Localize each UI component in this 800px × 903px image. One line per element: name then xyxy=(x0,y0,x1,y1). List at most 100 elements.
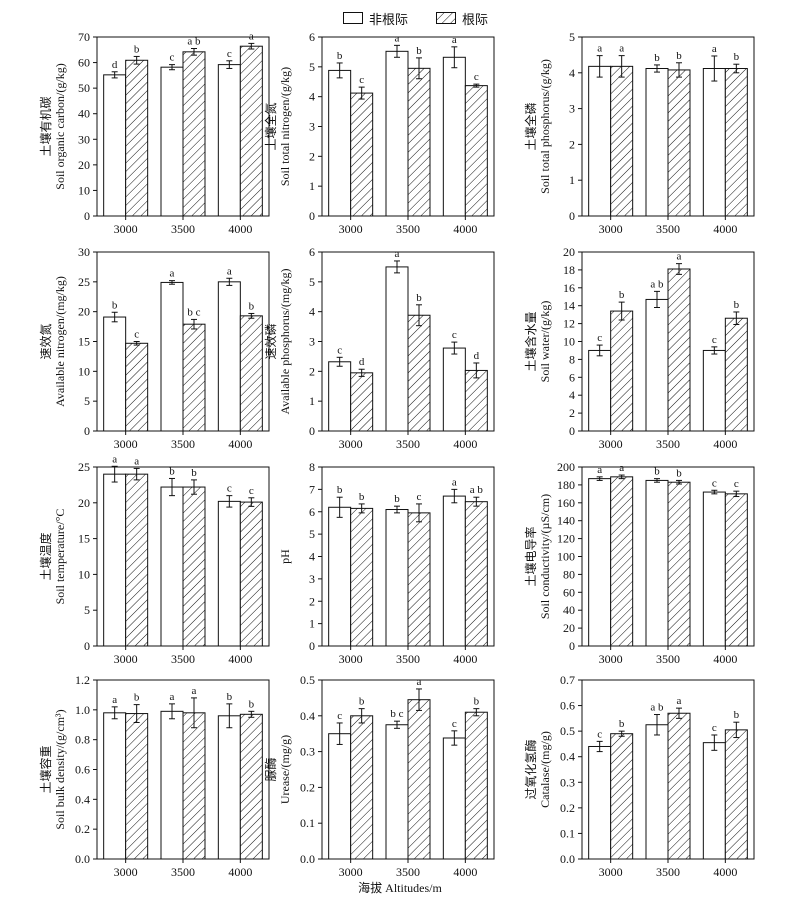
y-tick-label: 8 xyxy=(569,352,575,366)
y-tick-label: 0.7 xyxy=(560,673,575,687)
significance-letter: a xyxy=(170,268,175,280)
significance-letter: b xyxy=(676,467,682,479)
bar-non-rhizosphere xyxy=(702,491,726,647)
significance-letter: b xyxy=(394,493,400,505)
y-tick-label: 2 xyxy=(309,149,315,163)
y-tick-label: 1.2 xyxy=(75,673,90,687)
y-axis-label-cn: 土壤温度 xyxy=(38,532,53,580)
legend-item-rhizosphere: 根际 xyxy=(436,8,488,28)
y-tick-label: 0.0 xyxy=(75,852,90,866)
significance-letter: b xyxy=(191,467,197,479)
significance-letter: a b xyxy=(650,702,664,714)
bar-non-rhizosphere xyxy=(103,74,127,217)
significance-letter: a xyxy=(452,476,457,488)
significance-letter: b xyxy=(474,696,480,708)
x-tick-label: 3500 xyxy=(656,652,680,666)
bar-non-rhizosphere xyxy=(645,298,669,432)
y-tick-label: 0 xyxy=(309,209,315,223)
y-axis-label-en: Soil water/(g/kg) xyxy=(538,301,552,383)
significance-letter: b xyxy=(734,299,740,311)
significance-letter: c xyxy=(227,48,232,60)
bar-non-rhizosphere xyxy=(160,281,184,432)
bar-rhizosphere xyxy=(350,92,374,217)
bar-non-rhizosphere xyxy=(103,316,127,432)
x-tick-label: 3000 xyxy=(599,222,623,236)
bar-non-rhizosphere xyxy=(217,500,241,647)
x-tick-label: 3000 xyxy=(599,437,623,451)
bar-rhizosphere xyxy=(239,45,263,217)
bar-rhizosphere xyxy=(125,342,149,432)
y-tick-label: 10 xyxy=(563,335,575,349)
significance-letter: b xyxy=(337,50,343,62)
y-tick-label: 200 xyxy=(557,460,575,474)
y-tick-label: 50 xyxy=(78,81,90,95)
x-tick-label: 3000 xyxy=(114,865,138,879)
significance-letter: a xyxy=(170,691,175,703)
significance-letter: c xyxy=(452,718,457,730)
significance-letter: a xyxy=(112,453,117,465)
y-tick-label: 3 xyxy=(309,572,315,586)
significance-letter: d xyxy=(112,59,118,71)
chart-panel-10: 0.0 0.2 0.4 0.6 0.8 1.0 1.2 3000 a b 3500 a a 4000 b b S… xyxy=(38,673,270,879)
y-tick-label: 0 xyxy=(569,639,575,653)
chart-panel-7: 0 5 10 15 20 25 3000 a a 3500 b b 4000 c c Soil tempera… xyxy=(38,453,270,666)
significance-letter: a xyxy=(597,43,602,55)
significance-letter: b xyxy=(654,52,660,64)
x-tick-label: 3500 xyxy=(396,222,420,236)
significance-letter: b c xyxy=(187,306,200,318)
y-tick-label: 0.2 xyxy=(75,822,90,836)
y-axis-label-en: Soil conductivity/(µS/cm) xyxy=(538,494,552,619)
significance-letter: a xyxy=(677,695,682,707)
bar-non-rhizosphere xyxy=(588,745,612,860)
significance-letter: c xyxy=(712,722,717,734)
bar-non-rhizosphere xyxy=(645,724,669,860)
x-tick-label: 4000 xyxy=(453,437,477,451)
significance-letter: a b xyxy=(470,484,484,496)
bar-rhizosphere xyxy=(464,711,488,860)
x-tick-label: 4000 xyxy=(228,865,252,879)
significance-letter: c xyxy=(712,334,717,346)
y-tick-label: 5 xyxy=(309,527,315,541)
significance-letter: a xyxy=(619,462,624,474)
y-axis-label-en: Catalase/(mg/g) xyxy=(538,731,552,808)
bar-rhizosphere xyxy=(407,699,431,860)
significance-letter: b xyxy=(337,484,343,496)
chart-panel-12: 0.0 0.1 0.2 0.3 0.4 0.5 0.6 0.7 3000 c b 3500 a b a 40… xyxy=(523,673,755,879)
x-tick-label: 4000 xyxy=(453,652,477,666)
significance-letter: c xyxy=(170,52,175,64)
significance-letter: b xyxy=(359,696,365,708)
x-tick-label: 4000 xyxy=(713,652,737,666)
significance-letter: d xyxy=(359,356,365,368)
y-tick-label: 1 xyxy=(309,179,315,193)
significance-letter: c xyxy=(359,74,364,86)
x-tick-label: 3500 xyxy=(656,437,680,451)
chart-panel-9: 0 20 40 60 80 100 120 140 160 180 200 3000 a a 3500 b b 4… xyxy=(523,460,755,666)
x-tick-label: 3000 xyxy=(599,652,623,666)
y-tick-label: 20 xyxy=(563,245,575,259)
y-tick-label: 2 xyxy=(569,137,575,151)
bar-non-rhizosphere xyxy=(645,479,669,647)
significance-letter: c xyxy=(227,483,232,495)
bar-non-rhizosphere xyxy=(103,712,127,860)
significance-letter: b xyxy=(676,50,682,62)
significance-letter: b xyxy=(619,289,625,301)
y-tick-label: 4 xyxy=(569,66,575,80)
y-tick-label: 5 xyxy=(84,394,90,408)
y-tick-label: 0.5 xyxy=(300,673,315,687)
significance-letter: b xyxy=(734,51,740,63)
y-axis-label-en: Soil organic carbon/(g/kg) xyxy=(53,63,67,189)
y-tick-label: 140 xyxy=(557,514,575,528)
significance-letter: a xyxy=(619,43,624,55)
bar-rhizosphere xyxy=(610,65,634,217)
y-tick-label: 25 xyxy=(78,460,90,474)
significance-letter: c xyxy=(249,485,254,497)
y-tick-label: 3 xyxy=(309,120,315,134)
y-tick-label: 1 xyxy=(569,173,575,187)
significance-letter: c xyxy=(712,477,717,489)
x-tick-label: 3000 xyxy=(339,865,363,879)
significance-letter: a xyxy=(395,32,400,44)
significance-letter: a xyxy=(134,455,139,467)
bar-rhizosphere xyxy=(350,507,374,647)
chart-panel-1: 0 10 20 30 40 50 60 70 3000 d b 3500 c a b 4000 c a Soil … xyxy=(38,30,270,236)
y-tick-label: 6 xyxy=(309,30,315,44)
